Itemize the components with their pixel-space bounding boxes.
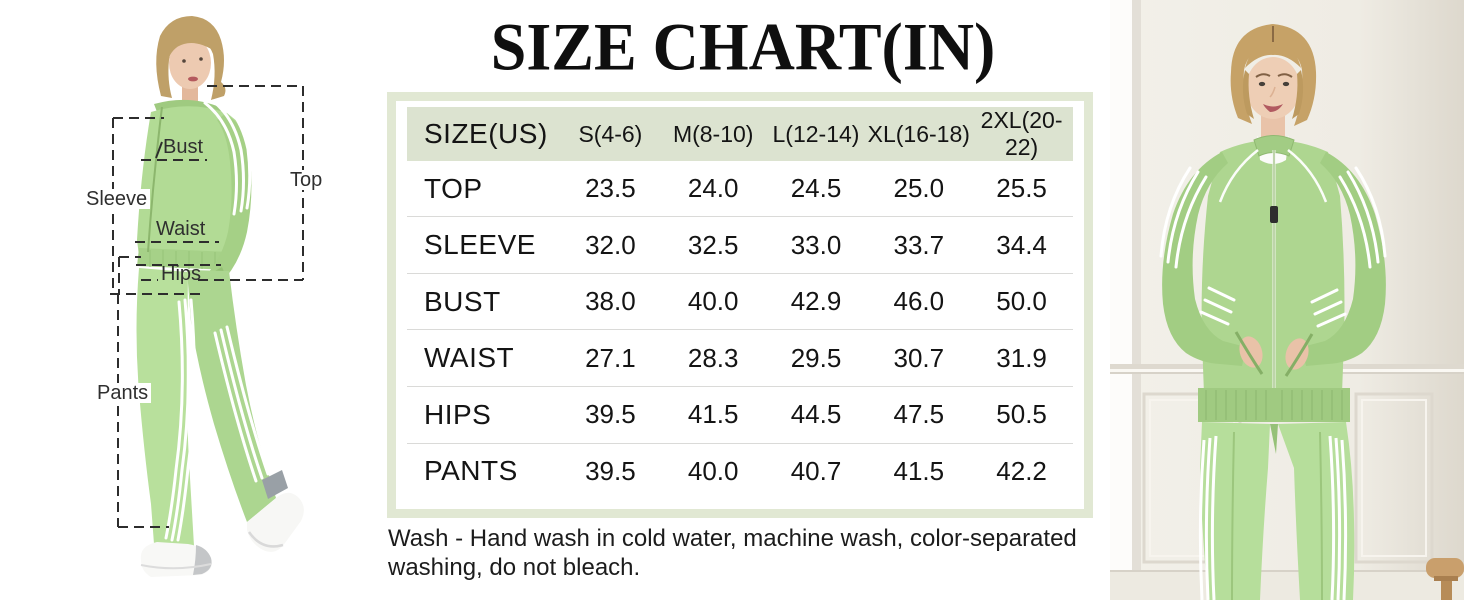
measurement-figure-illustration — [110, 16, 304, 577]
cell-value: 41.5 — [687, 399, 739, 430]
cell-value: 40.0 — [687, 286, 739, 317]
wooden-stool — [1426, 558, 1464, 600]
wainscot-panel — [1354, 392, 1434, 564]
table-row-hips: HIPS 39.5 41.5 44.5 47.5 50.5 — [407, 386, 1073, 444]
sleeve-stripes — [203, 98, 252, 216]
cell-value: 38.0 — [585, 286, 636, 317]
header-size-m: M(8-10) — [661, 107, 765, 161]
cell-value: 32.5 — [687, 229, 739, 260]
cell-value: 41.5 — [893, 455, 945, 486]
cell-value: 40.0 — [687, 455, 739, 486]
cell-value: 42.9 — [790, 286, 842, 317]
row-label: BUST — [424, 285, 501, 317]
pocket-slit — [1284, 333, 1314, 377]
measurement-photo: Bust Top Sleeve Waist Hips Pants — [0, 0, 380, 600]
cell-value: 24.0 — [687, 173, 739, 204]
bust-leader-tick — [155, 141, 163, 159]
cell-value: 31.9 — [996, 342, 1047, 373]
row-label: TOP — [424, 172, 483, 204]
hand — [1239, 336, 1263, 368]
waist-label: Waist — [156, 218, 206, 240]
back-sneaker — [247, 492, 304, 552]
header-size-2xl: 2XL(20-22) — [970, 107, 1073, 161]
cell-value: 25.0 — [893, 173, 945, 204]
cell-value: 23.5 — [585, 173, 636, 204]
cell-value: 33.7 — [893, 229, 945, 260]
model-photo — [1110, 0, 1464, 600]
pocket-slit — [1234, 331, 1264, 375]
face — [1246, 57, 1300, 119]
model-front-illustration — [1110, 0, 1464, 600]
model-front — [1159, 24, 1387, 600]
table-row-pants: PANTS 39.5 40.0 40.7 41.5 42.2 — [407, 443, 1073, 499]
header-size-xl: XL(16-18) — [867, 107, 971, 161]
cell-value: 29.5 — [790, 342, 842, 373]
cell-value: 50.0 — [996, 286, 1047, 317]
size-table: SIZE(US) S(4-6) M(8-10) L(12-14) XL(16-1… — [407, 107, 1073, 499]
header-size-us: SIZE(US) — [407, 107, 559, 161]
page-title: SIZE CHART(IN) — [490, 9, 996, 85]
cell-value: 44.5 — [790, 399, 842, 430]
ribbed-hem — [1198, 388, 1350, 422]
header-size-s: S(4-6) — [559, 107, 662, 161]
cell-value: 39.5 — [585, 399, 636, 430]
cell-value: 42.2 — [996, 455, 1047, 486]
cell-value: 39.5 — [585, 455, 636, 486]
row-label: SLEEVE — [424, 229, 536, 261]
table-row-bust: BUST 38.0 40.0 42.9 46.0 50.0 — [407, 273, 1073, 330]
track-jacket — [1159, 135, 1387, 422]
raglan-piping — [1218, 149, 1328, 203]
cell-value: 46.0 — [893, 286, 945, 317]
hips-label: Hips — [161, 263, 202, 285]
cell-value: 25.5 — [996, 173, 1047, 204]
header-size-l: L(12-14) — [764, 107, 868, 161]
track-pants — [1198, 422, 1355, 600]
cell-value: 32.0 — [585, 229, 636, 260]
sock — [262, 470, 288, 499]
row-label: PANTS — [424, 455, 518, 487]
table-row-top: TOP 23.5 24.0 24.5 25.0 25.5 — [407, 161, 1073, 217]
zipper-pull — [1270, 206, 1278, 223]
hand — [1285, 338, 1309, 370]
sleeve-label: Sleeve — [83, 189, 151, 209]
cell-value: 40.7 — [790, 455, 842, 486]
wash-instructions: Wash - Hand wash in cold water, machine … — [388, 525, 1077, 582]
cell-value: 28.3 — [687, 342, 739, 373]
pants-stripes — [164, 298, 270, 542]
cell-value: 27.1 — [585, 342, 636, 373]
model-side-illustration — [136, 16, 304, 577]
cell-value: 50.5 — [996, 399, 1047, 430]
size-table-header-row: SIZE(US) S(4-6) M(8-10) L(12-14) XL(16-1… — [407, 107, 1073, 161]
cell-value: 24.5 — [790, 173, 842, 204]
top-label: Top — [287, 170, 326, 190]
sleeve-stripes — [1159, 166, 1387, 328]
table-row-sleeve: SLEEVE 32.0 32.5 33.0 33.7 34.4 — [407, 216, 1073, 274]
cell-value: 30.7 — [893, 342, 945, 373]
cell-value: 34.4 — [996, 229, 1047, 260]
pants-label: Pants — [94, 383, 152, 403]
cell-value: 33.0 — [790, 229, 842, 260]
row-label: HIPS — [424, 398, 492, 430]
table-row-waist: WAIST 27.1 28.3 29.5 30.7 31.9 — [407, 329, 1073, 387]
pants-crease — [1319, 431, 1323, 600]
pants-stripes — [1198, 435, 1348, 600]
track-pants — [136, 268, 304, 577]
size-table-frame: SIZE(US) S(4-6) M(8-10) L(12-14) XL(16-1… — [387, 92, 1093, 518]
face — [169, 37, 211, 89]
row-label: WAIST — [424, 342, 515, 374]
pants-crease — [1231, 431, 1235, 600]
zipper — [147, 106, 163, 253]
bust-label: Bust — [163, 136, 204, 158]
cell-value: 47.5 — [893, 399, 945, 430]
